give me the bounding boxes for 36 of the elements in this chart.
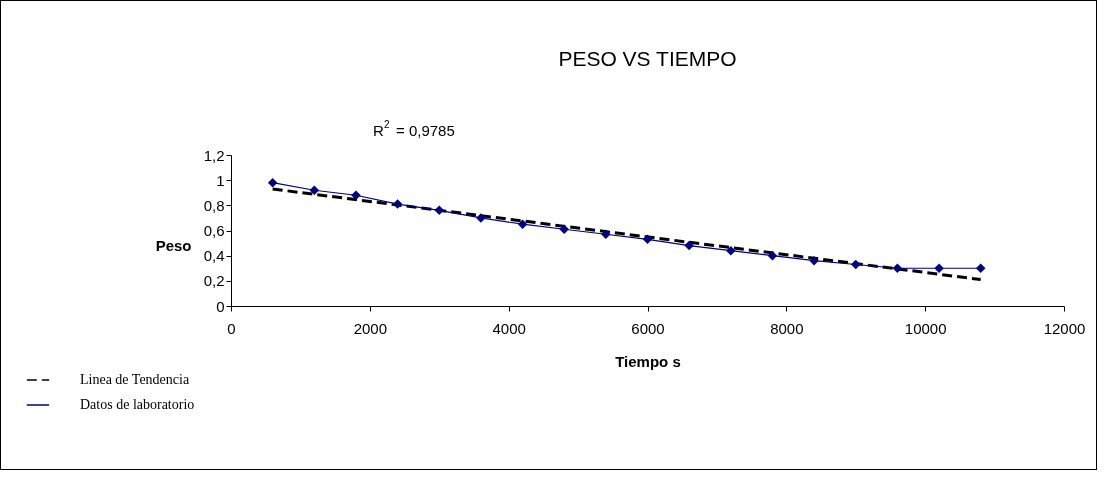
x-tick-label: 2000 [353, 319, 388, 337]
y-tick-label: 0,8 [203, 196, 225, 214]
y-tick-label: 1,2 [203, 146, 225, 164]
point [684, 240, 694, 251]
y-tick-label: 0,6 [203, 222, 225, 239]
legend-label: Datos de laboratorio [80, 397, 195, 412]
x-tick-label: 4000 [492, 319, 526, 337]
point [559, 224, 569, 234]
point [726, 245, 736, 256]
point [351, 190, 361, 201]
y-tick-label: 0 [216, 297, 225, 315]
point [851, 259, 861, 270]
x-tick-label: 10000 [904, 319, 947, 337]
x-tick-label: 6000 [631, 319, 665, 337]
legend-label: Linea de Tendencia [80, 372, 190, 387]
point [517, 219, 528, 229]
x-tick-label: 12000 [1043, 319, 1086, 337]
y-tick-label: 0,4 [203, 247, 225, 265]
point [642, 234, 653, 245]
point [809, 255, 819, 266]
point [892, 263, 903, 273]
point [309, 185, 320, 195]
point [767, 250, 778, 261]
point [434, 205, 444, 216]
x-tick-label: 0 [227, 319, 236, 337]
x-axis-title: Tiempo s [615, 352, 681, 370]
y-tick-label: 0,2 [203, 272, 225, 290]
point [934, 263, 944, 273]
point [975, 263, 986, 273]
point [601, 229, 611, 240]
chart-title: PESO VS TIEMPO [558, 47, 737, 70]
point [392, 199, 403, 209]
y-axis-title: Peso [155, 236, 192, 254]
x-tick-label: 8000 [770, 319, 804, 337]
y-tick-label: 1 [216, 171, 225, 189]
point [267, 177, 278, 188]
